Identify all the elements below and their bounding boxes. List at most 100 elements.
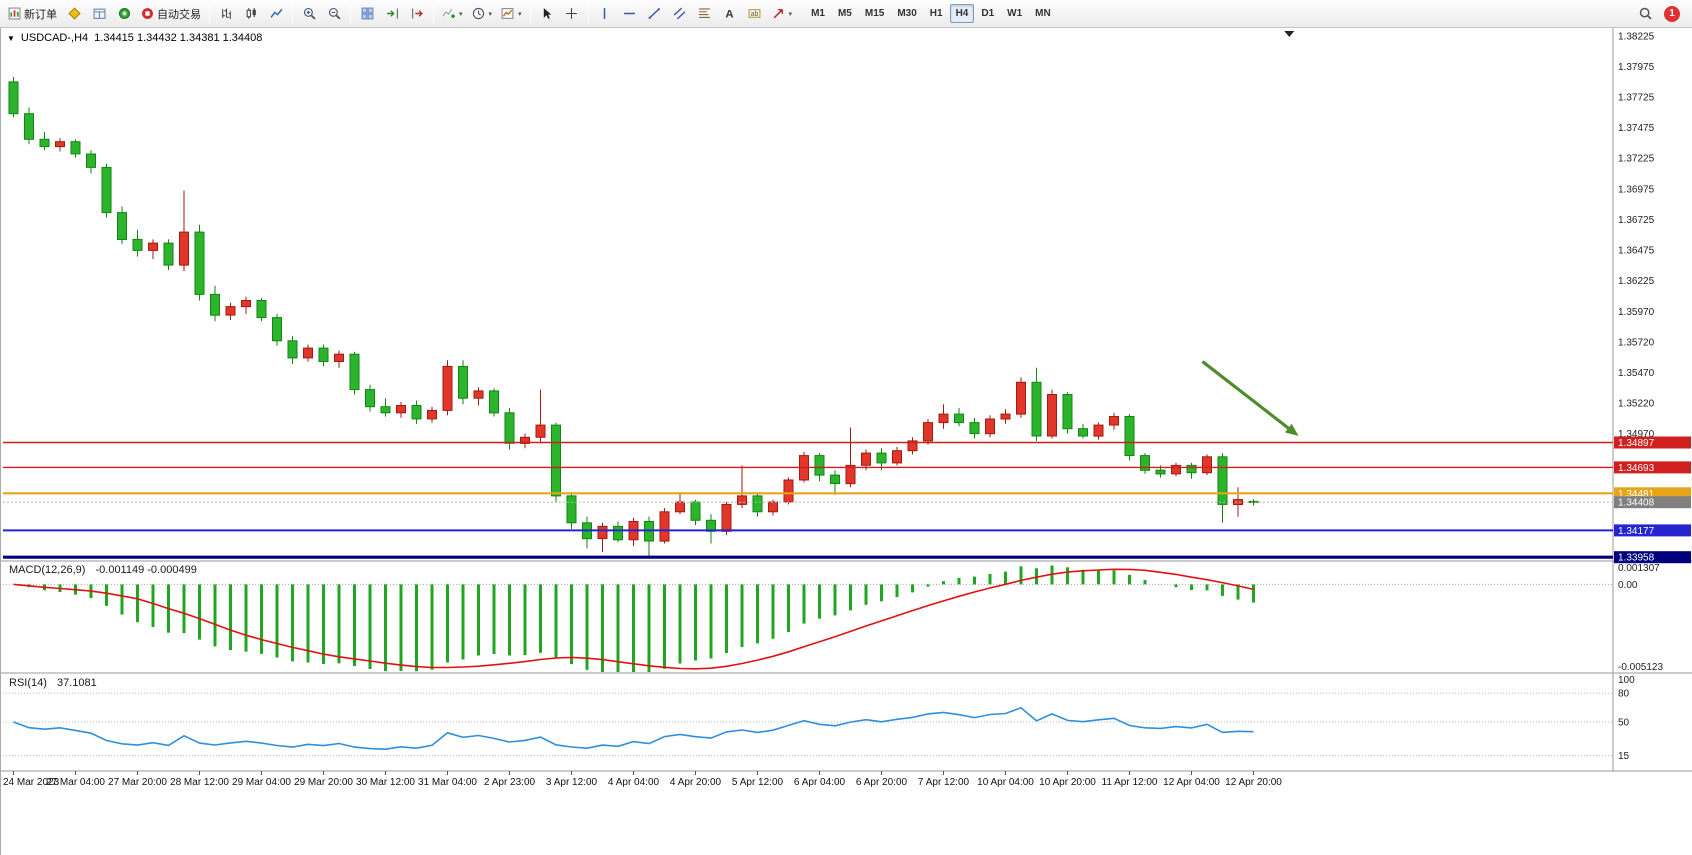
new-order-icon (8, 7, 21, 20)
crosshair-icon (566, 8, 577, 19)
price-level-label (1614, 496, 1691, 509)
candles-button[interactable] (239, 3, 263, 25)
cursor-button[interactable] (535, 3, 559, 25)
zoom-out-icon (328, 7, 341, 20)
macd-name: MACD(12,26,9) (9, 564, 86, 576)
search-icon (1639, 7, 1652, 20)
text-button[interactable]: A (718, 3, 742, 25)
candles-layer (8, 77, 1259, 556)
timeframe-mn[interactable]: MN (1035, 8, 1051, 19)
data-window-button[interactable] (87, 3, 111, 25)
horizontal-line-button[interactable] (618, 3, 642, 25)
chart-title-bar: ▼ USDCAD-,H4 1.34415 1.34432 1.34381 1.3… (7, 32, 262, 44)
indicators-button[interactable]: ▾ (438, 3, 467, 25)
chart-window: 1.38225 1.37975 1.37725 1.37475 1.37225 1.369… (0, 28, 1692, 855)
window-menu-icon[interactable]: ▼ (7, 33, 15, 43)
chart-shift-icon (411, 8, 423, 19)
fibonacci-button[interactable] (693, 3, 717, 25)
svg-text:-0.005123: -0.005123 (1618, 662, 1663, 673)
price-level-label (1614, 436, 1691, 449)
svg-text:0.001307: 0.001307 (1618, 563, 1660, 574)
horizontal-levels[interactable] (3, 441, 1613, 559)
svg-text:6 Apr 20:00: 6 Apr 20:00 (856, 777, 908, 788)
templates-icon (501, 8, 514, 19)
svg-text:1.36725: 1.36725 (1618, 215, 1655, 226)
trendline-icon (648, 8, 660, 19)
toolbar-separator (529, 3, 531, 24)
svg-text:1.34970: 1.34970 (1618, 429, 1655, 440)
svg-text:7 Apr 12:00: 7 Apr 12:00 (918, 777, 970, 788)
chevron-down-icon: ▾ (459, 10, 463, 18)
text-label-button[interactable]: ab (743, 3, 767, 25)
line-chart-icon (269, 8, 283, 18)
trendline-button[interactable] (643, 3, 667, 25)
arrows-button[interactable]: ▾ (768, 3, 797, 25)
rsi-value: 37.1081 (56, 677, 97, 689)
data-window-icon (93, 8, 105, 19)
bars-button[interactable] (214, 3, 238, 25)
arrows-icon (773, 8, 783, 19)
bars-icon (221, 8, 231, 19)
cursor-icon (543, 8, 552, 19)
timeframe-h4[interactable]: H4 (949, 4, 975, 23)
svg-text:1.34481: 1.34481 (1618, 489, 1655, 500)
svg-text:1.37975: 1.37975 (1618, 62, 1655, 73)
ohlc-values: 1.34415 1.34432 1.34381 1.34408 (94, 32, 263, 44)
search-button[interactable] (1633, 3, 1657, 25)
crosshair-button[interactable] (560, 3, 584, 25)
auto-scroll-icon (386, 8, 398, 19)
autotrading-icon (142, 8, 153, 19)
svg-text:1.36225: 1.36225 (1618, 276, 1655, 287)
timeframe-m15[interactable]: M15 (864, 8, 885, 19)
vertical-line-button[interactable] (593, 3, 617, 25)
svg-text:12 Apr 04:00: 12 Apr 04:00 (1163, 777, 1220, 788)
macd-signal-line (13, 568, 1254, 670)
text-label-icon: ab (748, 9, 761, 18)
macd-histogram (27, 565, 1255, 672)
periods-button[interactable]: ▾ (468, 3, 497, 25)
chart-canvas[interactable]: 1.38225 1.37975 1.37725 1.37475 1.37225 1.369… (1, 28, 1692, 855)
zoom-in-button[interactable] (297, 3, 321, 25)
timeframe-w1[interactable]: W1 (1007, 8, 1023, 19)
svg-text:27 Mar 04:00: 27 Mar 04:00 (46, 777, 105, 788)
timeframe-m5[interactable]: M5 (837, 8, 852, 19)
chevron-down-icon: ▾ (788, 10, 793, 18)
chart-shift-button[interactable] (405, 3, 429, 25)
auto-scroll-button[interactable] (380, 3, 404, 25)
price-axis[interactable]: 1.38225 1.37975 1.37725 1.37475 1.37225 1.369… (1618, 32, 1655, 441)
templates-button[interactable]: ▾ (497, 3, 526, 25)
chevron-down-icon: ▾ (518, 10, 522, 18)
new-order-button[interactable]: 新订单 (4, 3, 61, 25)
autotrading-button[interactable]: 自动交易 (137, 3, 205, 25)
market-button[interactable] (112, 3, 136, 25)
toolbar-separator (433, 3, 434, 24)
svg-text:10 Apr 20:00: 10 Apr 20:00 (1039, 777, 1096, 788)
timeframe-m30[interactable]: M30 (897, 8, 917, 19)
notification-badge[interactable]: 1 (1664, 5, 1680, 22)
line-chart-button[interactable] (264, 3, 288, 25)
price-level-label (1614, 524, 1691, 537)
svg-text:80: 80 (1618, 689, 1630, 700)
timeframe-m1[interactable]: M1 (811, 8, 825, 19)
svg-text:100: 100 (1618, 675, 1635, 686)
timeframe-d1[interactable]: D1 (981, 8, 995, 19)
chevron-down-icon: ▾ (488, 10, 493, 18)
svg-text:27 Mar 20:00: 27 Mar 20:00 (108, 777, 167, 788)
svg-text:29 Mar 04:00: 29 Mar 04:00 (232, 777, 291, 788)
timeframe-h1[interactable]: H1 (929, 8, 943, 19)
zoom-out-button[interactable] (322, 3, 346, 25)
svg-text:1.35720: 1.35720 (1618, 338, 1655, 349)
market-watch-button[interactable] (62, 3, 86, 25)
candles-icon (246, 8, 256, 19)
zoom-in-icon (303, 7, 316, 20)
svg-text:12 Apr 20:00: 12 Apr 20:00 (1225, 777, 1282, 788)
svg-text:ab: ab (751, 11, 759, 18)
tile-windows-button[interactable] (355, 3, 379, 25)
fibonacci-icon (699, 8, 710, 18)
toolbar-separator (292, 3, 293, 24)
channel-button[interactable] (668, 3, 692, 25)
annotation-arrow[interactable] (1201, 360, 1290, 430)
market-icon (118, 7, 130, 20)
